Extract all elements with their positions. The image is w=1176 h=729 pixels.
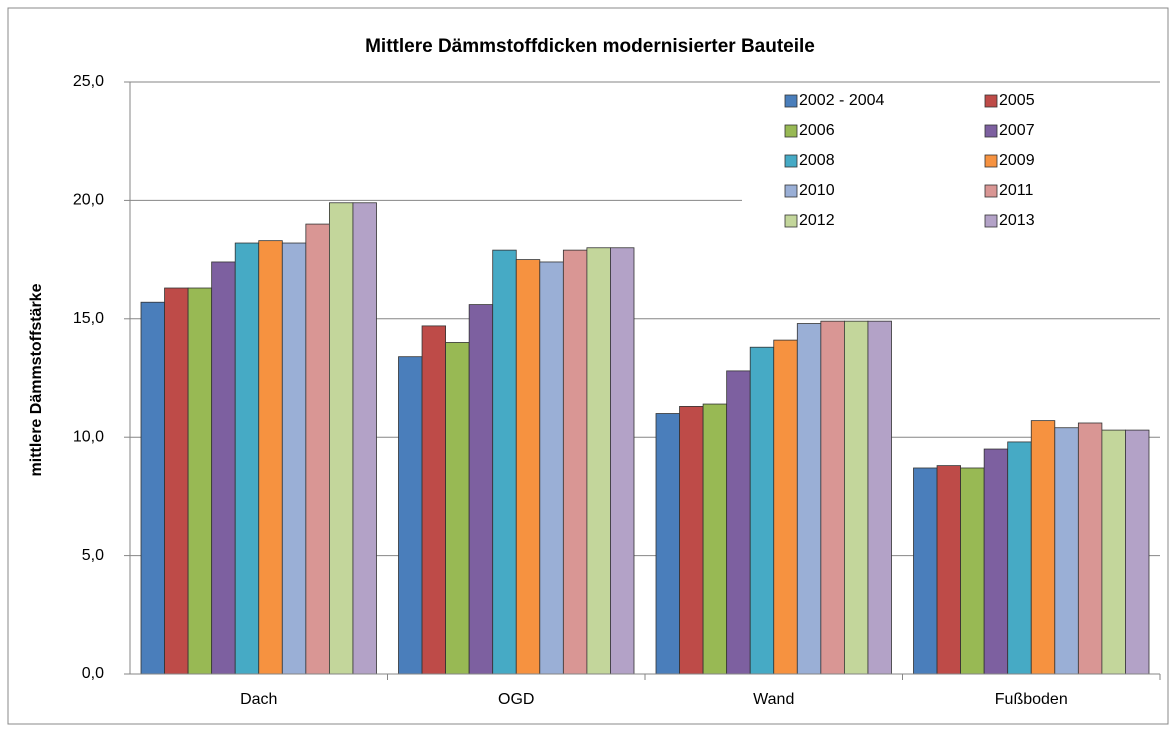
x-tick-label: OGD xyxy=(498,691,534,708)
x-tick-label: Dach xyxy=(240,691,277,708)
legend-label: 2007 xyxy=(999,122,1035,139)
legend-label: 2005 xyxy=(999,92,1035,109)
bar xyxy=(1125,429,1150,675)
bar xyxy=(281,242,307,675)
legend-swatch xyxy=(784,184,798,198)
bar xyxy=(398,356,423,675)
bar xyxy=(562,249,588,675)
bar xyxy=(211,261,236,675)
legend-label: 2002 - 2004 xyxy=(799,92,885,109)
bar xyxy=(140,301,165,675)
bar xyxy=(726,370,751,675)
bar xyxy=(421,325,446,675)
bar xyxy=(844,320,869,675)
bar xyxy=(679,406,704,675)
bar xyxy=(1077,422,1103,675)
bar xyxy=(445,342,470,675)
bar xyxy=(164,287,189,675)
legend-label: 2013 xyxy=(999,212,1035,229)
y-tick-label: 15,0 xyxy=(73,310,104,327)
legend-label: 2009 xyxy=(999,152,1035,169)
bar xyxy=(1101,429,1126,675)
legend-swatch xyxy=(784,124,798,138)
legend-swatch xyxy=(984,184,998,198)
bar xyxy=(1007,441,1032,675)
x-tick-label: Wand xyxy=(753,691,794,708)
chart-title: Mittlere Dämmstoffdicken modernisierter … xyxy=(365,36,815,57)
bar xyxy=(1054,427,1079,675)
legend-swatch xyxy=(984,154,998,168)
bar xyxy=(702,403,728,675)
bar xyxy=(610,247,635,675)
legend-box xyxy=(742,84,1160,240)
bar xyxy=(983,448,1009,675)
y-tick-label: 10,0 xyxy=(73,428,104,445)
y-axis-label: mittlere Dämmstoffstärke xyxy=(28,283,45,476)
bar xyxy=(305,223,330,675)
legend-label: 2011 xyxy=(999,182,1034,199)
y-tick-label: 0,0 xyxy=(82,665,104,682)
bar xyxy=(960,467,985,675)
bar xyxy=(1030,420,1056,675)
bar xyxy=(820,320,845,675)
bar xyxy=(913,467,938,675)
legend-swatch xyxy=(984,124,998,138)
bar xyxy=(749,346,775,675)
legend-label: 2008 xyxy=(799,152,835,169)
bar xyxy=(352,202,377,675)
bar xyxy=(515,259,541,675)
bar xyxy=(234,242,260,675)
legend-swatch xyxy=(784,154,798,168)
bar xyxy=(586,247,611,675)
legend-label: 2006 xyxy=(799,122,835,139)
y-tick-label: 20,0 xyxy=(73,192,104,209)
bar xyxy=(187,287,213,675)
legend-label: 2010 xyxy=(799,182,835,199)
y-tick-label: 25,0 xyxy=(73,73,104,90)
bar xyxy=(328,202,354,675)
bar xyxy=(258,240,283,675)
bar xyxy=(796,323,822,675)
bar xyxy=(468,304,494,675)
legend-swatch xyxy=(984,94,998,108)
bar xyxy=(655,413,680,675)
bar xyxy=(492,249,517,675)
legend-swatch xyxy=(784,94,798,108)
x-tick-label: Fußboden xyxy=(995,691,1068,708)
bar xyxy=(773,339,798,675)
legend-swatch xyxy=(984,214,998,228)
y-tick-label: 5,0 xyxy=(82,547,104,564)
bar xyxy=(936,465,961,675)
bar xyxy=(867,320,892,675)
legend-swatch xyxy=(784,214,798,228)
bar xyxy=(539,261,564,675)
legend-label: 2012 xyxy=(799,212,835,229)
